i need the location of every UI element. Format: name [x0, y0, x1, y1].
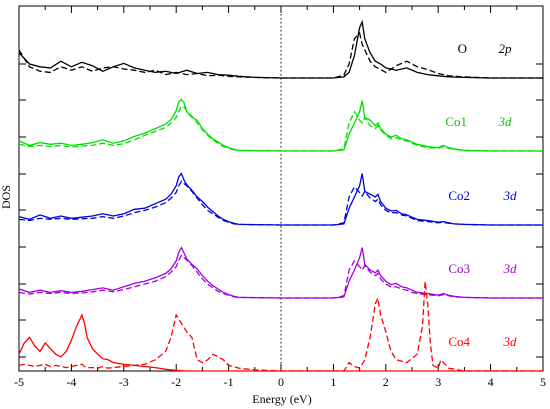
x-tick-label: -4: [66, 375, 76, 389]
orbital-label-Co4: 3d: [503, 334, 518, 349]
series-line-Co2-solid: [18, 172, 543, 226]
x-tick-label: -3: [119, 375, 129, 389]
orbital-label-Co2: 3d: [503, 188, 518, 203]
series-line-Co3-dashed: [18, 254, 543, 299]
x-tick-label: 0: [278, 375, 284, 389]
x-tick-label: 3: [435, 375, 441, 389]
x-tick-label: 5: [540, 375, 546, 389]
series-line-Co3-solid: [18, 246, 543, 299]
orbital-label-O: 2p: [499, 41, 513, 56]
series-line-Co4-solid: [18, 313, 543, 372]
orbital-label-Co1: 3d: [498, 114, 513, 129]
series-label-Co2: Co2: [448, 188, 470, 203]
x-tick-label: 2: [383, 375, 389, 389]
series-label-Co1: Co1: [445, 114, 467, 129]
series-label-O: O: [458, 41, 467, 56]
series-line-Co1-solid: [18, 98, 543, 152]
x-tick-label: 1: [330, 375, 336, 389]
x-tick-label: -2: [171, 375, 181, 389]
series-label-Co3: Co3: [448, 261, 470, 276]
y-axis-label: DOS: [0, 185, 13, 209]
orbital-label-Co3: 3d: [503, 261, 518, 276]
series-line-Co4-dashed: [18, 281, 543, 372]
x-tick-label: -1: [224, 375, 234, 389]
series-line-O-solid: [18, 19, 543, 79]
x-tick-label: -5: [14, 375, 24, 389]
x-tick-label: 4: [488, 375, 494, 389]
series-label-Co4: Co4: [448, 334, 470, 349]
x-axis-label: Energy (eV): [252, 392, 311, 406]
